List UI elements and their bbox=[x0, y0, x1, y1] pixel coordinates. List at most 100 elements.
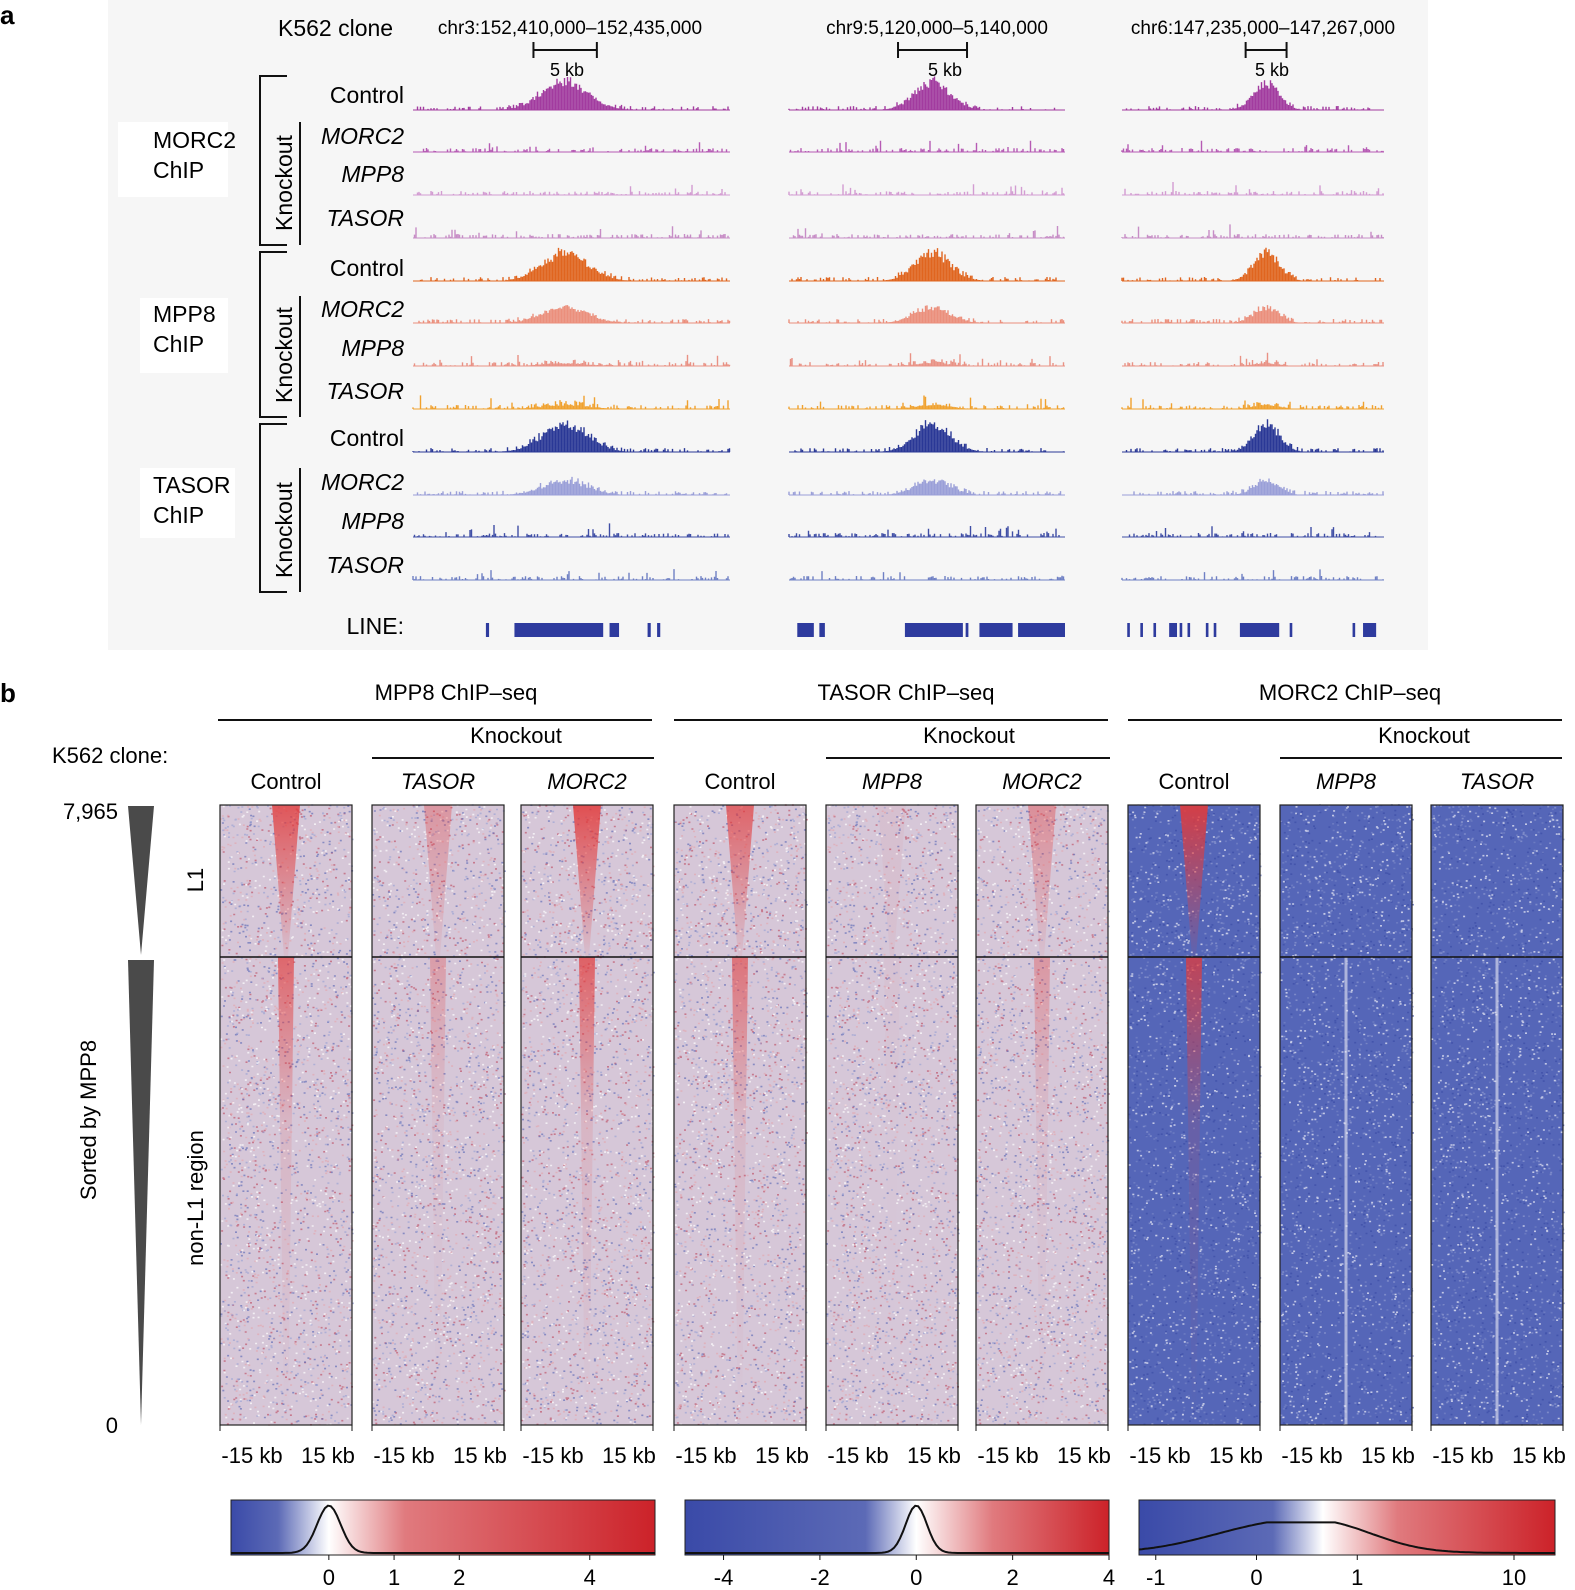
label-box bbox=[118, 122, 228, 197]
track-signal bbox=[1122, 526, 1384, 538]
chip-group-label: ChIP bbox=[153, 331, 204, 357]
line-element-block bbox=[1205, 623, 1209, 637]
region-non-l1-label: non-L1 region bbox=[183, 1130, 208, 1266]
line-element-block bbox=[1289, 623, 1293, 637]
panel-a-label: a bbox=[0, 0, 15, 30]
heatmap-x-axis: -15 kb 15 kb bbox=[371, 1425, 507, 1468]
bracket-mpp8-chip bbox=[259, 251, 287, 418]
scale-bar-label: 5 kb bbox=[1255, 60, 1289, 80]
scale-bar-label: 5 kb bbox=[928, 60, 962, 80]
x-tick-label: 15 kb bbox=[907, 1443, 961, 1468]
track-signal bbox=[1122, 182, 1384, 196]
track-label: Control bbox=[330, 82, 404, 108]
knockout-header: Knockout bbox=[1378, 723, 1470, 748]
heatmap-column-label: TASOR bbox=[1460, 769, 1534, 794]
x-tick-label: 15 kb bbox=[602, 1443, 656, 1468]
track-labels: Control MORC2 MPP8 TASOR Control MORC2 M… bbox=[321, 82, 404, 639]
chip-seq-title: MORC2 ChIP–seq bbox=[1259, 680, 1441, 705]
colorbar-tick-label: 4 bbox=[584, 1565, 596, 1590]
track-signal bbox=[413, 354, 731, 367]
heatmap: -15 kb 15 kb bbox=[1127, 804, 1263, 1468]
colorbar-tick-label: 1 bbox=[1351, 1565, 1363, 1590]
colorbar: -4 -2 0 2 4 bbox=[684, 1499, 1115, 1590]
heatmap: -15 kb 15 kb bbox=[825, 804, 961, 1468]
track-signal bbox=[412, 420, 731, 453]
x-tick-label: -15 kb bbox=[827, 1443, 888, 1468]
track-signal bbox=[1121, 140, 1384, 153]
x-tick-label: 15 kb bbox=[1057, 1443, 1111, 1468]
x-tick-label: 15 kb bbox=[453, 1443, 507, 1468]
track-signal bbox=[412, 395, 730, 410]
scale-bar bbox=[1244, 42, 1288, 58]
track-label: MORC2 bbox=[321, 469, 404, 495]
colorbar-tick-label: -1 bbox=[1146, 1565, 1166, 1590]
track-signal bbox=[413, 305, 731, 324]
track-signal bbox=[788, 479, 1065, 496]
line-element-block bbox=[819, 623, 825, 637]
line-element-block bbox=[514, 623, 604, 637]
line-element-block bbox=[979, 623, 1013, 637]
locus-headers: chr3:152,410,000–152,435,000 chr9:5,120,… bbox=[438, 18, 1395, 80]
line-element-block bbox=[1018, 623, 1065, 637]
track-label: MPP8 bbox=[341, 508, 404, 534]
track-signal bbox=[1121, 224, 1384, 239]
track-signal bbox=[788, 184, 1065, 196]
chip-seq-title: MPP8 ChIP–seq bbox=[375, 680, 538, 705]
line-element-block bbox=[1179, 623, 1183, 637]
sort-min-label: 0 bbox=[106, 1413, 118, 1438]
value-histogram bbox=[685, 1504, 1109, 1554]
track-signal bbox=[789, 420, 1065, 453]
track-label: TASOR bbox=[326, 205, 404, 231]
knockout-header: Knockout bbox=[923, 723, 1015, 748]
colorbar-tick-label: 2 bbox=[1007, 1565, 1019, 1590]
chip-group-label: ChIP bbox=[153, 502, 204, 528]
heatmap-column-label: Control bbox=[251, 769, 322, 794]
track-signal bbox=[1121, 247, 1384, 282]
bracket-tasor-chip bbox=[259, 423, 287, 593]
chip-group-label: MORC2 bbox=[153, 127, 236, 153]
colorbar-tick-label: -2 bbox=[810, 1565, 830, 1590]
track-label: Control bbox=[330, 425, 404, 451]
locus-coordinate: chr3:152,410,000–152,435,000 bbox=[438, 18, 702, 39]
colorbar-tick-label: 0 bbox=[323, 1565, 335, 1590]
sort-wedge-non-l1 bbox=[128, 960, 154, 1425]
track-signal bbox=[1122, 419, 1384, 453]
chip-group-label: MPP8 bbox=[153, 301, 216, 327]
colorbar-tick-label: 0 bbox=[1250, 1565, 1262, 1590]
group-brackets bbox=[259, 75, 301, 593]
track-signal bbox=[788, 526, 1065, 538]
track-signal bbox=[413, 476, 730, 496]
knockout-label: Knockout bbox=[271, 134, 297, 231]
knockout-header: Knockout bbox=[470, 723, 562, 748]
x-tick-label: -15 kb bbox=[373, 1443, 434, 1468]
track-signal bbox=[789, 140, 1065, 153]
track-signal bbox=[788, 76, 1065, 111]
heatmaps: -15 kb 15 kb -15 kb 15 kb -15 kb 15 kb -15 kb 1… bbox=[219, 804, 1566, 1468]
track-signal bbox=[789, 353, 1065, 367]
genome-tracks bbox=[412, 42, 1384, 581]
heatmap-x-axis: -15 kb 15 kb bbox=[1430, 1425, 1566, 1468]
colorbar-tick-label: 10 bbox=[1502, 1565, 1526, 1590]
heatmap-x-axis: -15 kb 15 kb bbox=[219, 1425, 355, 1468]
heatmap-x-axis: -15 kb 15 kb bbox=[1127, 1425, 1263, 1468]
track-signal bbox=[1122, 478, 1384, 496]
panel-b-clone-label: K562 clone: bbox=[52, 743, 168, 768]
x-tick-label: -15 kb bbox=[1129, 1443, 1190, 1468]
track-signal bbox=[789, 226, 1065, 239]
line-element-block bbox=[485, 623, 490, 637]
heatmap-x-axis: -15 kb 15 kb bbox=[1279, 1425, 1415, 1468]
scale-bar bbox=[532, 42, 598, 58]
sort-wedge-l1 bbox=[128, 806, 154, 955]
label-box bbox=[140, 298, 228, 373]
panel-b-label: b bbox=[0, 678, 16, 708]
heatmap-column-label: MORC2 bbox=[1002, 769, 1081, 794]
track-signal bbox=[413, 523, 730, 538]
track-signal bbox=[788, 395, 1065, 410]
sort-label: Sorted by MPP8 bbox=[76, 1040, 101, 1200]
line-element-block bbox=[1153, 623, 1157, 637]
line-annotation-track bbox=[485, 623, 1377, 637]
panel-a-clone-label: K562 clone bbox=[278, 15, 393, 41]
line-element-block bbox=[797, 623, 814, 637]
track-signal bbox=[413, 142, 730, 153]
